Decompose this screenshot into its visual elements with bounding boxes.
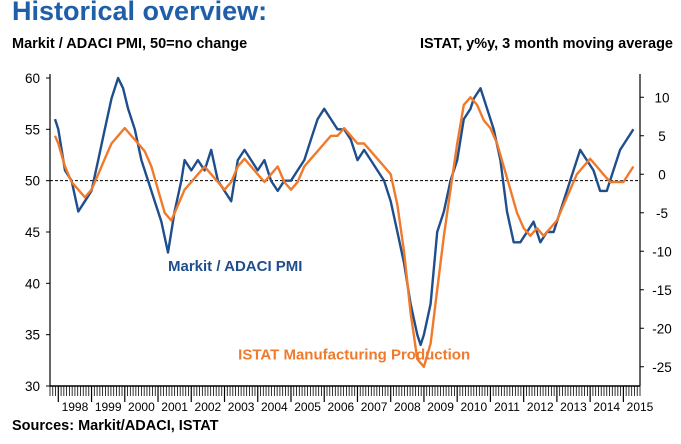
series-layer: [53, 76, 635, 368]
x-tick-label: 1999: [95, 400, 122, 414]
sources-note: Sources: Markit/ADACI, ISTAT: [12, 418, 219, 434]
left-tick-label: 35: [25, 328, 40, 343]
right-tick-label: -10: [652, 244, 672, 259]
pmi-series-line: [53, 76, 635, 347]
left-tick-label: 50: [25, 174, 40, 189]
x-tick-label: 2005: [294, 400, 321, 414]
left-tick-label: 55: [25, 122, 40, 137]
x-tick-label: 2010: [460, 400, 487, 414]
right-tick-label: 0: [658, 167, 666, 182]
right-tick-label: 10: [654, 90, 669, 105]
x-tick-label: 2013: [560, 400, 587, 414]
right-axis-subtitle: ISTAT, y%y, 3 month moving average: [419, 36, 673, 52]
x-tick-label: 2007: [361, 400, 388, 414]
right-axis: -25 -20 -15 -10 -5 0 5 10: [640, 90, 672, 375]
right-tick-label: -20: [652, 321, 672, 336]
right-tick-label: -15: [652, 283, 672, 298]
right-tick-label: -5: [656, 206, 668, 221]
x-tick-label: 2001: [161, 400, 188, 414]
istat-series-label: ISTAT Manufacturing Production: [238, 346, 470, 363]
x-tick-label: 2011: [494, 400, 520, 414]
x-tick-label: 2002: [195, 400, 222, 414]
x-axis: 1998 1999 2000 2001 2002 2003 2004 2005 2006 2007…: [49, 386, 654, 414]
x-tick-label: 2014: [593, 400, 620, 414]
chart-title: Historical overview:: [12, 0, 268, 26]
istat-series-line: [53, 96, 635, 368]
series-labels: Markit / ADACI PMI ISTAT Manufacturing Pr…: [168, 258, 470, 363]
x-tick-label: 2003: [228, 400, 255, 414]
plot-area: [49, 74, 641, 387]
left-tick-label: 45: [25, 225, 40, 240]
right-tick-label: -25: [652, 360, 672, 375]
left-axis-subtitle: Markit / ADACI PMI, 50=no change: [12, 36, 248, 52]
x-tick-label: 2000: [128, 400, 155, 414]
pmi-series-label: Markit / ADACI PMI: [168, 258, 302, 275]
left-tick-label: 60: [25, 71, 40, 86]
x-tick-label: 2004: [261, 400, 288, 414]
x-tick-label: 2012: [527, 400, 554, 414]
x-tick-label: 2015: [627, 400, 654, 414]
x-tick-label: 2008: [394, 400, 421, 414]
left-axis: 30 35 40 45 50 55 60: [25, 71, 50, 394]
left-tick-label: 40: [25, 276, 40, 291]
x-tick-label: 1998: [62, 400, 89, 414]
right-tick-label: 5: [658, 129, 666, 144]
x-tick-label: 2006: [327, 400, 354, 414]
x-tick-label: 2009: [427, 400, 454, 414]
left-tick-label: 30: [25, 379, 40, 394]
